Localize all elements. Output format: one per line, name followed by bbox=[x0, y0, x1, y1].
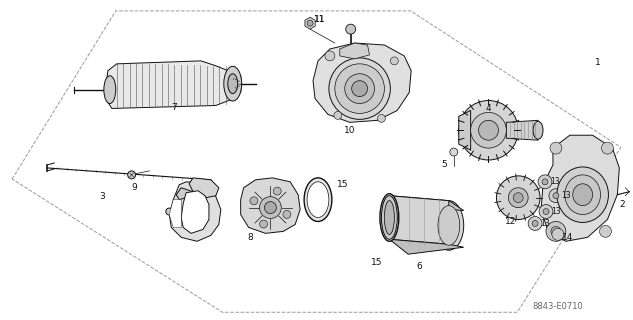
Text: 2: 2 bbox=[620, 200, 625, 209]
Ellipse shape bbox=[352, 81, 368, 97]
Polygon shape bbox=[313, 43, 411, 122]
Ellipse shape bbox=[104, 76, 116, 103]
Text: 13: 13 bbox=[540, 219, 550, 228]
Circle shape bbox=[250, 197, 258, 205]
Circle shape bbox=[513, 193, 523, 203]
Circle shape bbox=[601, 142, 613, 154]
Text: 8: 8 bbox=[248, 233, 253, 242]
Circle shape bbox=[346, 24, 356, 34]
Polygon shape bbox=[541, 135, 619, 241]
Circle shape bbox=[377, 114, 385, 122]
Circle shape bbox=[496, 176, 540, 220]
Polygon shape bbox=[340, 43, 370, 59]
Text: 13: 13 bbox=[561, 191, 570, 200]
Text: 7: 7 bbox=[172, 103, 177, 112]
Ellipse shape bbox=[557, 167, 608, 222]
Text: 12: 12 bbox=[505, 217, 516, 226]
Polygon shape bbox=[181, 191, 209, 233]
Ellipse shape bbox=[434, 201, 464, 250]
Text: 8843-E0710: 8843-E0710 bbox=[532, 302, 583, 311]
Circle shape bbox=[546, 221, 566, 241]
Ellipse shape bbox=[533, 121, 543, 139]
Circle shape bbox=[459, 100, 518, 160]
Ellipse shape bbox=[335, 64, 384, 113]
Text: 1: 1 bbox=[594, 58, 601, 67]
Polygon shape bbox=[169, 182, 221, 241]
Circle shape bbox=[307, 20, 313, 26]
Ellipse shape bbox=[438, 206, 460, 245]
Circle shape bbox=[273, 187, 281, 195]
Circle shape bbox=[479, 120, 498, 140]
Text: 14: 14 bbox=[562, 233, 573, 242]
Circle shape bbox=[508, 188, 528, 208]
Text: 3: 3 bbox=[99, 192, 104, 201]
Ellipse shape bbox=[565, 175, 601, 214]
Circle shape bbox=[538, 175, 552, 189]
Circle shape bbox=[166, 208, 173, 215]
Text: 11: 11 bbox=[314, 15, 326, 24]
Polygon shape bbox=[241, 178, 300, 233]
Text: 10: 10 bbox=[344, 126, 356, 135]
Circle shape bbox=[551, 227, 561, 236]
Polygon shape bbox=[176, 188, 193, 200]
Circle shape bbox=[471, 112, 506, 148]
Ellipse shape bbox=[329, 58, 391, 119]
Ellipse shape bbox=[345, 74, 375, 103]
Ellipse shape bbox=[304, 178, 332, 221]
Polygon shape bbox=[459, 110, 471, 150]
Circle shape bbox=[553, 193, 559, 199]
Text: 15: 15 bbox=[337, 180, 349, 189]
Ellipse shape bbox=[384, 201, 394, 234]
Circle shape bbox=[128, 171, 135, 179]
Circle shape bbox=[265, 202, 277, 213]
Circle shape bbox=[532, 220, 538, 227]
Ellipse shape bbox=[573, 184, 592, 206]
Circle shape bbox=[550, 142, 562, 154]
Polygon shape bbox=[107, 61, 242, 108]
Text: 9: 9 bbox=[132, 183, 137, 192]
Ellipse shape bbox=[228, 74, 237, 93]
Circle shape bbox=[549, 189, 563, 203]
Circle shape bbox=[450, 148, 458, 156]
Circle shape bbox=[260, 220, 268, 228]
Circle shape bbox=[539, 204, 553, 219]
Polygon shape bbox=[305, 17, 315, 29]
Circle shape bbox=[334, 111, 342, 119]
Circle shape bbox=[391, 57, 398, 65]
Ellipse shape bbox=[382, 196, 398, 239]
Circle shape bbox=[283, 211, 291, 218]
Text: 15: 15 bbox=[371, 258, 382, 267]
Circle shape bbox=[543, 209, 549, 214]
Circle shape bbox=[260, 197, 281, 219]
Polygon shape bbox=[169, 200, 181, 228]
Polygon shape bbox=[389, 196, 464, 211]
Text: 5: 5 bbox=[441, 160, 447, 170]
Circle shape bbox=[542, 179, 548, 185]
Ellipse shape bbox=[307, 182, 329, 218]
Ellipse shape bbox=[224, 66, 242, 101]
Text: 6: 6 bbox=[417, 261, 422, 271]
Text: 11: 11 bbox=[314, 15, 326, 24]
Polygon shape bbox=[389, 239, 464, 254]
Ellipse shape bbox=[380, 194, 399, 241]
Text: 4: 4 bbox=[486, 104, 491, 113]
Polygon shape bbox=[189, 178, 219, 198]
Circle shape bbox=[325, 51, 335, 61]
Text: 13: 13 bbox=[550, 177, 560, 186]
Ellipse shape bbox=[384, 201, 394, 234]
Circle shape bbox=[552, 228, 564, 240]
Text: 13: 13 bbox=[551, 207, 561, 216]
Circle shape bbox=[528, 217, 542, 230]
Polygon shape bbox=[506, 120, 538, 140]
Circle shape bbox=[599, 225, 611, 237]
Polygon shape bbox=[389, 196, 449, 244]
